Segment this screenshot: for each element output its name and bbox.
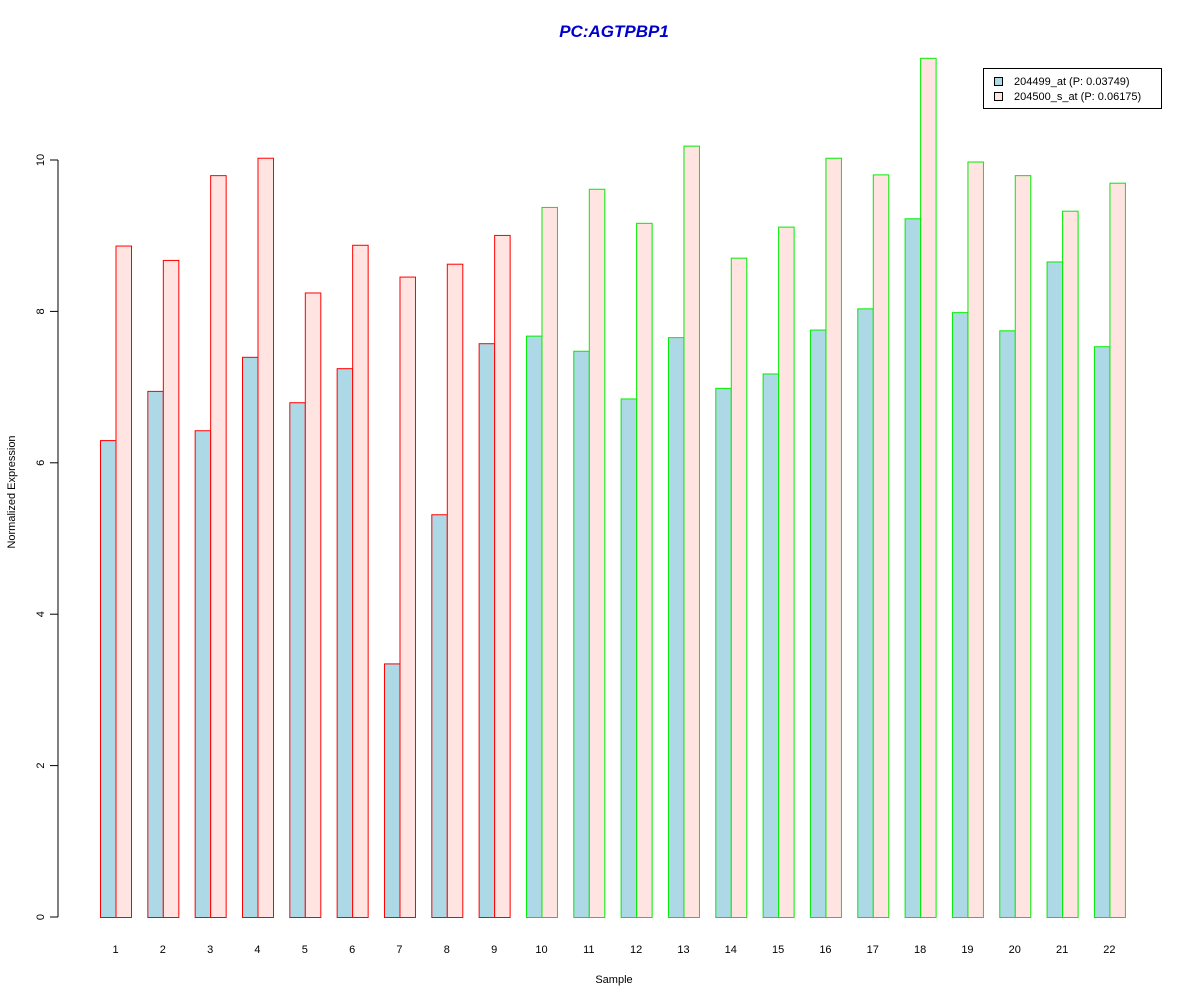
- bar-204500-s-at: [494, 234, 511, 918]
- x-axis-label: Sample: [595, 974, 632, 986]
- bar-204500-s-at: [778, 226, 795, 918]
- chart-title: PC:AGTPBP1: [559, 22, 669, 41]
- legend-label: 204499_at (P: 0.03749): [1014, 76, 1130, 88]
- x-tick-labels: 1 2 3 4 5 6 7 8 9 10 11 12 13 14 15 16 17 18 19 20 21 22: [112, 944, 1115, 956]
- bar-204499-at: [573, 350, 590, 919]
- x-tick-label: 21: [1056, 944, 1068, 956]
- y-tick-label: 4: [35, 611, 47, 617]
- x-tick-label: 2: [160, 944, 166, 956]
- bar-204499-at: [951, 312, 969, 919]
- bar-204499-at: [715, 387, 732, 918]
- y-axis-label: Normalized Expression: [6, 435, 18, 548]
- bar-204499-at: [336, 368, 354, 918]
- bar-204500-s-at: [872, 174, 890, 918]
- x-tick-label: 19: [961, 944, 973, 956]
- x-tick-label: 20: [1009, 944, 1021, 956]
- x-tick-label: 3: [207, 944, 213, 956]
- y-axis: 0 2 4 6 8 10: [35, 154, 59, 920]
- bar-204499-at: [383, 663, 401, 919]
- y-tick-label: 6: [35, 460, 47, 466]
- bar-204500-s-at: [825, 157, 842, 918]
- legend-box: [983, 68, 1162, 109]
- legend-swatch: [994, 77, 1003, 86]
- x-tick-label: 11: [583, 944, 594, 956]
- bar-204499-at: [857, 308, 874, 918]
- bar-204500-s-at: [115, 245, 132, 918]
- bar-204499-at: [431, 514, 448, 918]
- x-tick-label: 9: [491, 944, 497, 956]
- bar-204500-s-at: [257, 157, 274, 918]
- bar-204499-at: [620, 398, 638, 918]
- bar-204499-at: [904, 218, 922, 918]
- y-tick-label: 10: [35, 154, 47, 166]
- bar-204499-at: [100, 440, 117, 918]
- x-tick-label: 22: [1103, 944, 1115, 956]
- bar-204500-s-at: [541, 206, 558, 918]
- x-tick-label: 17: [867, 944, 879, 956]
- bar-204500-s-at: [730, 257, 748, 918]
- bar-204499-at: [762, 373, 780, 918]
- x-tick-label: 15: [772, 944, 784, 956]
- bar-204499-at: [525, 335, 543, 918]
- bar-204499-at: [1046, 261, 1064, 918]
- bar-204500-s-at: [162, 259, 180, 918]
- bar-204500-s-at: [352, 244, 369, 918]
- bar-204499-at: [289, 402, 306, 918]
- x-tick-label: 4: [254, 944, 260, 956]
- legend-swatch: [994, 92, 1003, 101]
- x-tick-label: 1: [112, 944, 118, 956]
- bar-204500-s-at: [1062, 210, 1079, 918]
- x-tick-label: 16: [819, 944, 831, 956]
- bar-204499-at: [478, 343, 496, 919]
- bar-204500-s-at: [304, 292, 322, 919]
- bar-204500-s-at: [399, 276, 416, 918]
- bar-204500-s-at: [446, 263, 464, 919]
- bar-204499-at: [809, 329, 827, 918]
- y-tick-label: 0: [35, 914, 47, 920]
- bar-204500-s-at: [636, 222, 653, 918]
- x-tick-label: 12: [630, 944, 642, 956]
- bar-204499-at: [999, 330, 1016, 918]
- bar-204500-s-at: [967, 161, 984, 919]
- x-tick-label: 5: [302, 944, 308, 956]
- x-tick-label: 18: [914, 944, 926, 956]
- y-tick-label: 2: [35, 763, 47, 769]
- legend: 204499_at (P: 0.03749) 204500_s_at (P: 0.…: [983, 68, 1162, 109]
- bar-204500-s-at: [683, 145, 700, 918]
- bar-204499-at: [241, 356, 259, 918]
- bars-group: [100, 57, 1126, 919]
- bar-204500-s-at: [588, 188, 606, 919]
- bar-204499-at: [1093, 346, 1111, 918]
- bar-204500-s-at: [1014, 175, 1032, 918]
- bar-204500-s-at: [210, 175, 227, 918]
- x-tick-label: 13: [677, 944, 689, 956]
- y-tick-label: 8: [35, 308, 47, 314]
- bar-204500-s-at: [920, 57, 937, 919]
- bar-204499-at: [147, 390, 164, 918]
- bar-204499-at: [667, 337, 685, 918]
- bar-204500-s-at: [1109, 182, 1126, 918]
- x-tick-label: 10: [535, 944, 547, 956]
- x-tick-label: 8: [444, 944, 450, 956]
- x-tick-label: 6: [349, 944, 355, 956]
- x-tick-label: 14: [725, 944, 737, 956]
- x-tick-label: 7: [396, 944, 402, 956]
- legend-label: 204500_s_at (P: 0.06175): [1014, 91, 1141, 103]
- bar-204499-at: [194, 430, 212, 918]
